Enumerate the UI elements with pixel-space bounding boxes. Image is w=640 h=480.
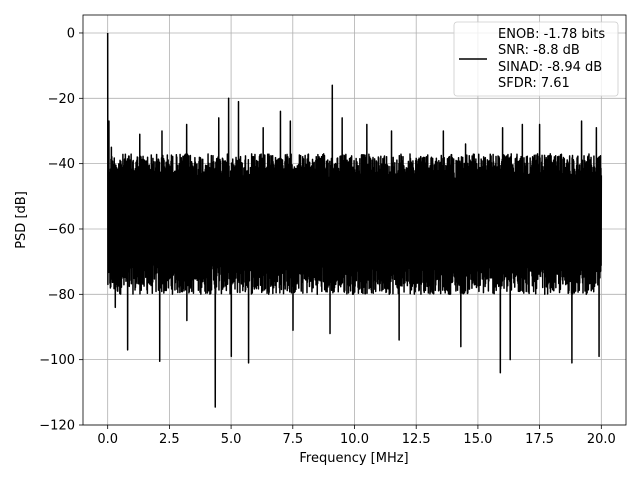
x-axis-label: Frequency [MHz]: [299, 451, 408, 466]
y-tick-label: −80: [48, 288, 75, 303]
x-tick-label: 17.5: [525, 432, 554, 447]
plot-area: [106, 32, 603, 408]
y-axis-label: PSD [dB]: [14, 191, 29, 249]
legend: ENOB: -1.78 bits SNR: -8.8 dB SINAD: -8.…: [453, 21, 619, 97]
y-tick-label: −20: [48, 92, 75, 107]
y-axis-ticks: 0 −20 −40 −60 −80 −100 −120: [39, 26, 83, 434]
x-tick-label: 2.5: [159, 432, 180, 447]
legend-entry-sfdr: SFDR: 7.61: [498, 76, 570, 91]
x-tick-label: 15.0: [463, 432, 492, 447]
legend-entry-sinad: SINAD: -8.94 dB: [498, 60, 602, 75]
x-tick-label: 20.0: [587, 432, 616, 447]
legend-entry-enob: ENOB: -1.78 bits: [498, 27, 605, 42]
psd-series-line: [106, 32, 603, 408]
legend-box: [453, 21, 619, 97]
x-tick-label: 0.0: [97, 432, 118, 447]
y-tick-label: −100: [39, 353, 75, 368]
legend-entry-snr: SNR: -8.8 dB: [498, 43, 580, 58]
x-tick-label: 5.0: [221, 432, 242, 447]
x-axis-ticks: 0.0 2.5 5.0 7.5 10.0 12.5 15.0 17.5 20.0: [97, 425, 616, 447]
x-tick-label: 10.0: [340, 432, 369, 447]
y-tick-label: −120: [39, 419, 75, 434]
x-tick-label: 12.5: [402, 432, 431, 447]
y-tick-label: 0: [67, 26, 75, 41]
x-tick-label: 7.5: [282, 432, 303, 447]
y-tick-label: −60: [48, 222, 75, 237]
y-tick-label: −40: [48, 157, 75, 172]
